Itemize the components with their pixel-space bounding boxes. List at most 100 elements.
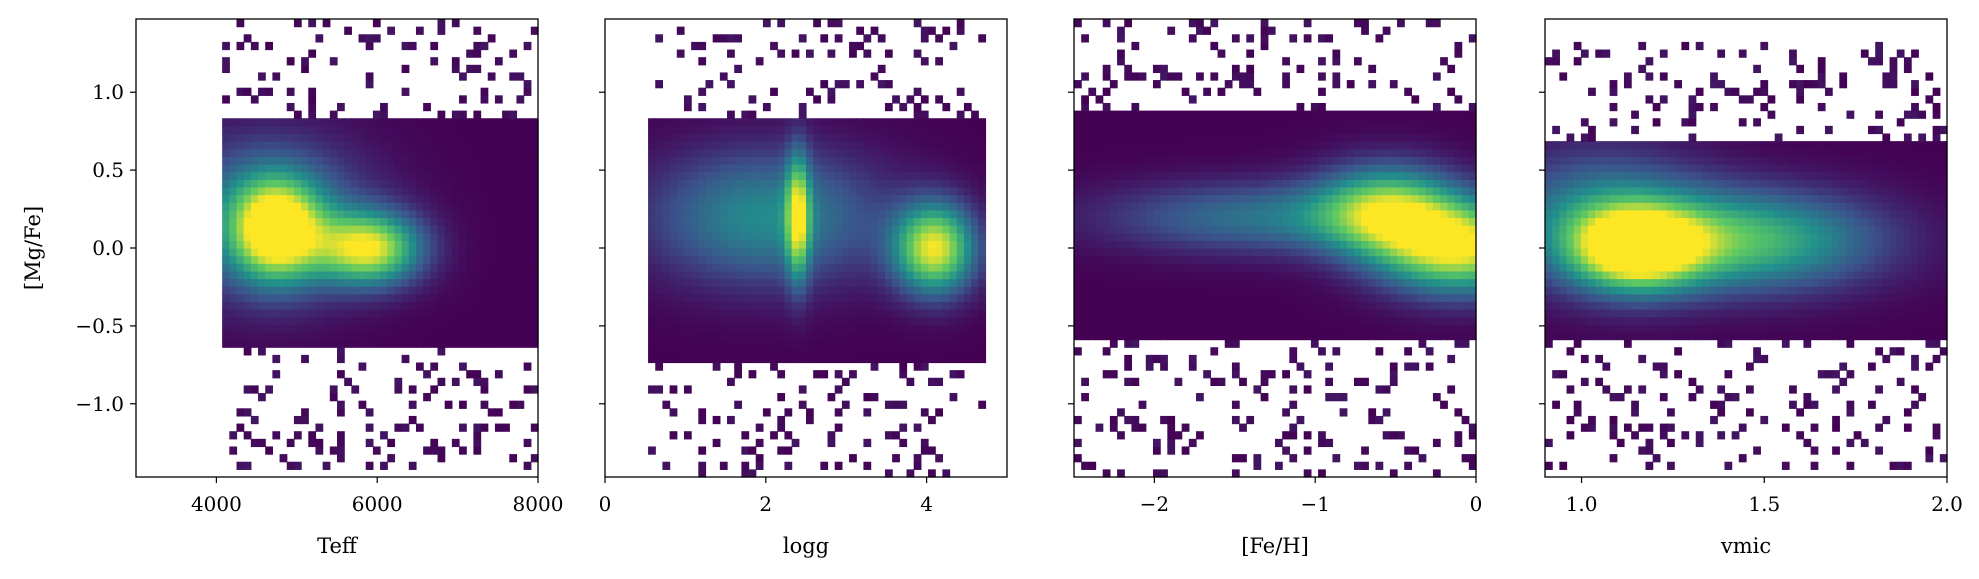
heatmap-cell	[712, 240, 721, 249]
heatmap-cell	[236, 148, 245, 157]
heatmap-cell	[662, 225, 671, 234]
heatmap-cell	[1296, 255, 1305, 264]
heatmap-cell	[358, 34, 367, 43]
heatmap-cell	[1174, 431, 1183, 440]
heatmap-cell	[401, 133, 410, 142]
heatmap-cell	[899, 270, 908, 280]
heatmap-cell	[928, 324, 936, 333]
heatmap-cell	[755, 309, 764, 318]
heatmap-cell	[949, 316, 958, 325]
heatmap-cell	[509, 141, 518, 150]
heatmap-cell	[351, 118, 360, 127]
heatmap-cell	[1397, 164, 1405, 173]
heatmap-cell	[906, 217, 915, 226]
heatmap-cell	[1303, 34, 1312, 43]
heatmap-cell	[734, 179, 742, 188]
heatmap-cell	[236, 156, 245, 165]
heatmap-cell	[899, 370, 908, 379]
heatmap-cell	[1081, 393, 1089, 402]
heatmap-cell	[365, 41, 374, 51]
heatmap-cell	[494, 217, 503, 226]
heatmap-cell	[906, 377, 915, 386]
heatmap-cell	[884, 286, 893, 295]
heatmap-cell	[1102, 316, 1111, 325]
heatmap-cell	[928, 179, 936, 188]
heatmap-cell	[741, 133, 750, 142]
heatmap-cell	[1368, 186, 1377, 196]
heatmap-cell	[365, 248, 374, 257]
heatmap-cell	[1296, 301, 1305, 310]
heatmap-cell	[1102, 194, 1111, 203]
heatmap-cell	[978, 347, 987, 356]
heatmap-cell	[322, 248, 331, 257]
heatmap-cell	[415, 316, 424, 325]
heatmap-cell	[243, 331, 252, 341]
heatmap-cell	[1138, 240, 1147, 249]
heatmap-cell	[727, 156, 735, 165]
heatmap-cell	[1339, 148, 1348, 157]
heatmap-cell	[683, 232, 692, 241]
heatmap-cell	[755, 148, 764, 157]
heatmap-cell	[741, 179, 750, 188]
heatmap-cell	[444, 217, 453, 226]
heatmap-cell	[956, 19, 965, 28]
heatmap-cell	[1318, 171, 1326, 180]
heatmap-cell	[1217, 133, 1226, 142]
heatmap-cell	[502, 316, 510, 325]
heatmap-cell	[301, 202, 309, 211]
heatmap-cell	[1224, 186, 1233, 196]
heatmap-cell	[963, 141, 972, 150]
heatmap-cell	[906, 293, 915, 303]
heatmap-cell	[1404, 179, 1412, 188]
heatmap-cell	[394, 331, 403, 341]
heatmap-cell	[669, 179, 678, 188]
heatmap-cell	[1124, 331, 1133, 341]
heatmap-cell	[949, 202, 958, 211]
heatmap-cell	[1145, 354, 1154, 364]
heatmap-cell	[250, 301, 259, 310]
heatmap-cell	[1418, 270, 1427, 280]
heatmap-cell	[935, 301, 943, 310]
heatmap-cell	[777, 301, 786, 310]
heatmap-cell	[798, 156, 807, 165]
heatmap-cell	[1081, 209, 1089, 219]
heatmap-cell	[229, 446, 238, 455]
heatmap-cell	[1361, 377, 1369, 386]
heatmap-cell	[466, 240, 474, 249]
heatmap-cell	[1389, 316, 1398, 325]
heatmap-cell	[459, 179, 467, 188]
heatmap-cell	[344, 118, 352, 127]
heatmap-cell	[877, 240, 886, 249]
heatmap-cell	[1368, 286, 1377, 295]
heatmap-cell	[365, 133, 374, 142]
heatmap-cell	[301, 194, 309, 203]
heatmap-cell	[676, 248, 685, 257]
heatmap-cell	[279, 454, 288, 463]
heatmap-cell	[1404, 270, 1412, 280]
heatmap-cell	[1109, 225, 1118, 234]
heatmap-cell	[344, 125, 352, 135]
heatmap-cell	[1109, 255, 1118, 264]
heatmap-cell	[956, 171, 965, 180]
heatmap-cell	[430, 263, 439, 272]
heatmap-cell	[1174, 324, 1183, 333]
heatmap-cell	[791, 347, 800, 356]
heatmap-cell	[530, 171, 539, 180]
heatmap-cell	[920, 339, 929, 348]
heatmap-cell	[1397, 278, 1405, 287]
heatmap-cell	[236, 225, 245, 234]
heatmap-cell	[487, 171, 496, 180]
heatmap-cell	[523, 202, 532, 211]
heatmap-cell	[387, 26, 396, 35]
heatmap-cell	[863, 331, 872, 341]
heatmap-cell	[1196, 118, 1204, 127]
heatmap-cell	[705, 339, 714, 348]
heatmap-cell	[394, 255, 403, 264]
heatmap-cell	[712, 217, 721, 226]
heatmap-cell	[387, 286, 396, 295]
heatmap-cell	[884, 179, 893, 188]
heatmap-cell	[683, 118, 692, 127]
heatmap-cell	[523, 324, 532, 333]
heatmap-cell	[784, 347, 793, 356]
heatmap-cell	[827, 309, 836, 318]
